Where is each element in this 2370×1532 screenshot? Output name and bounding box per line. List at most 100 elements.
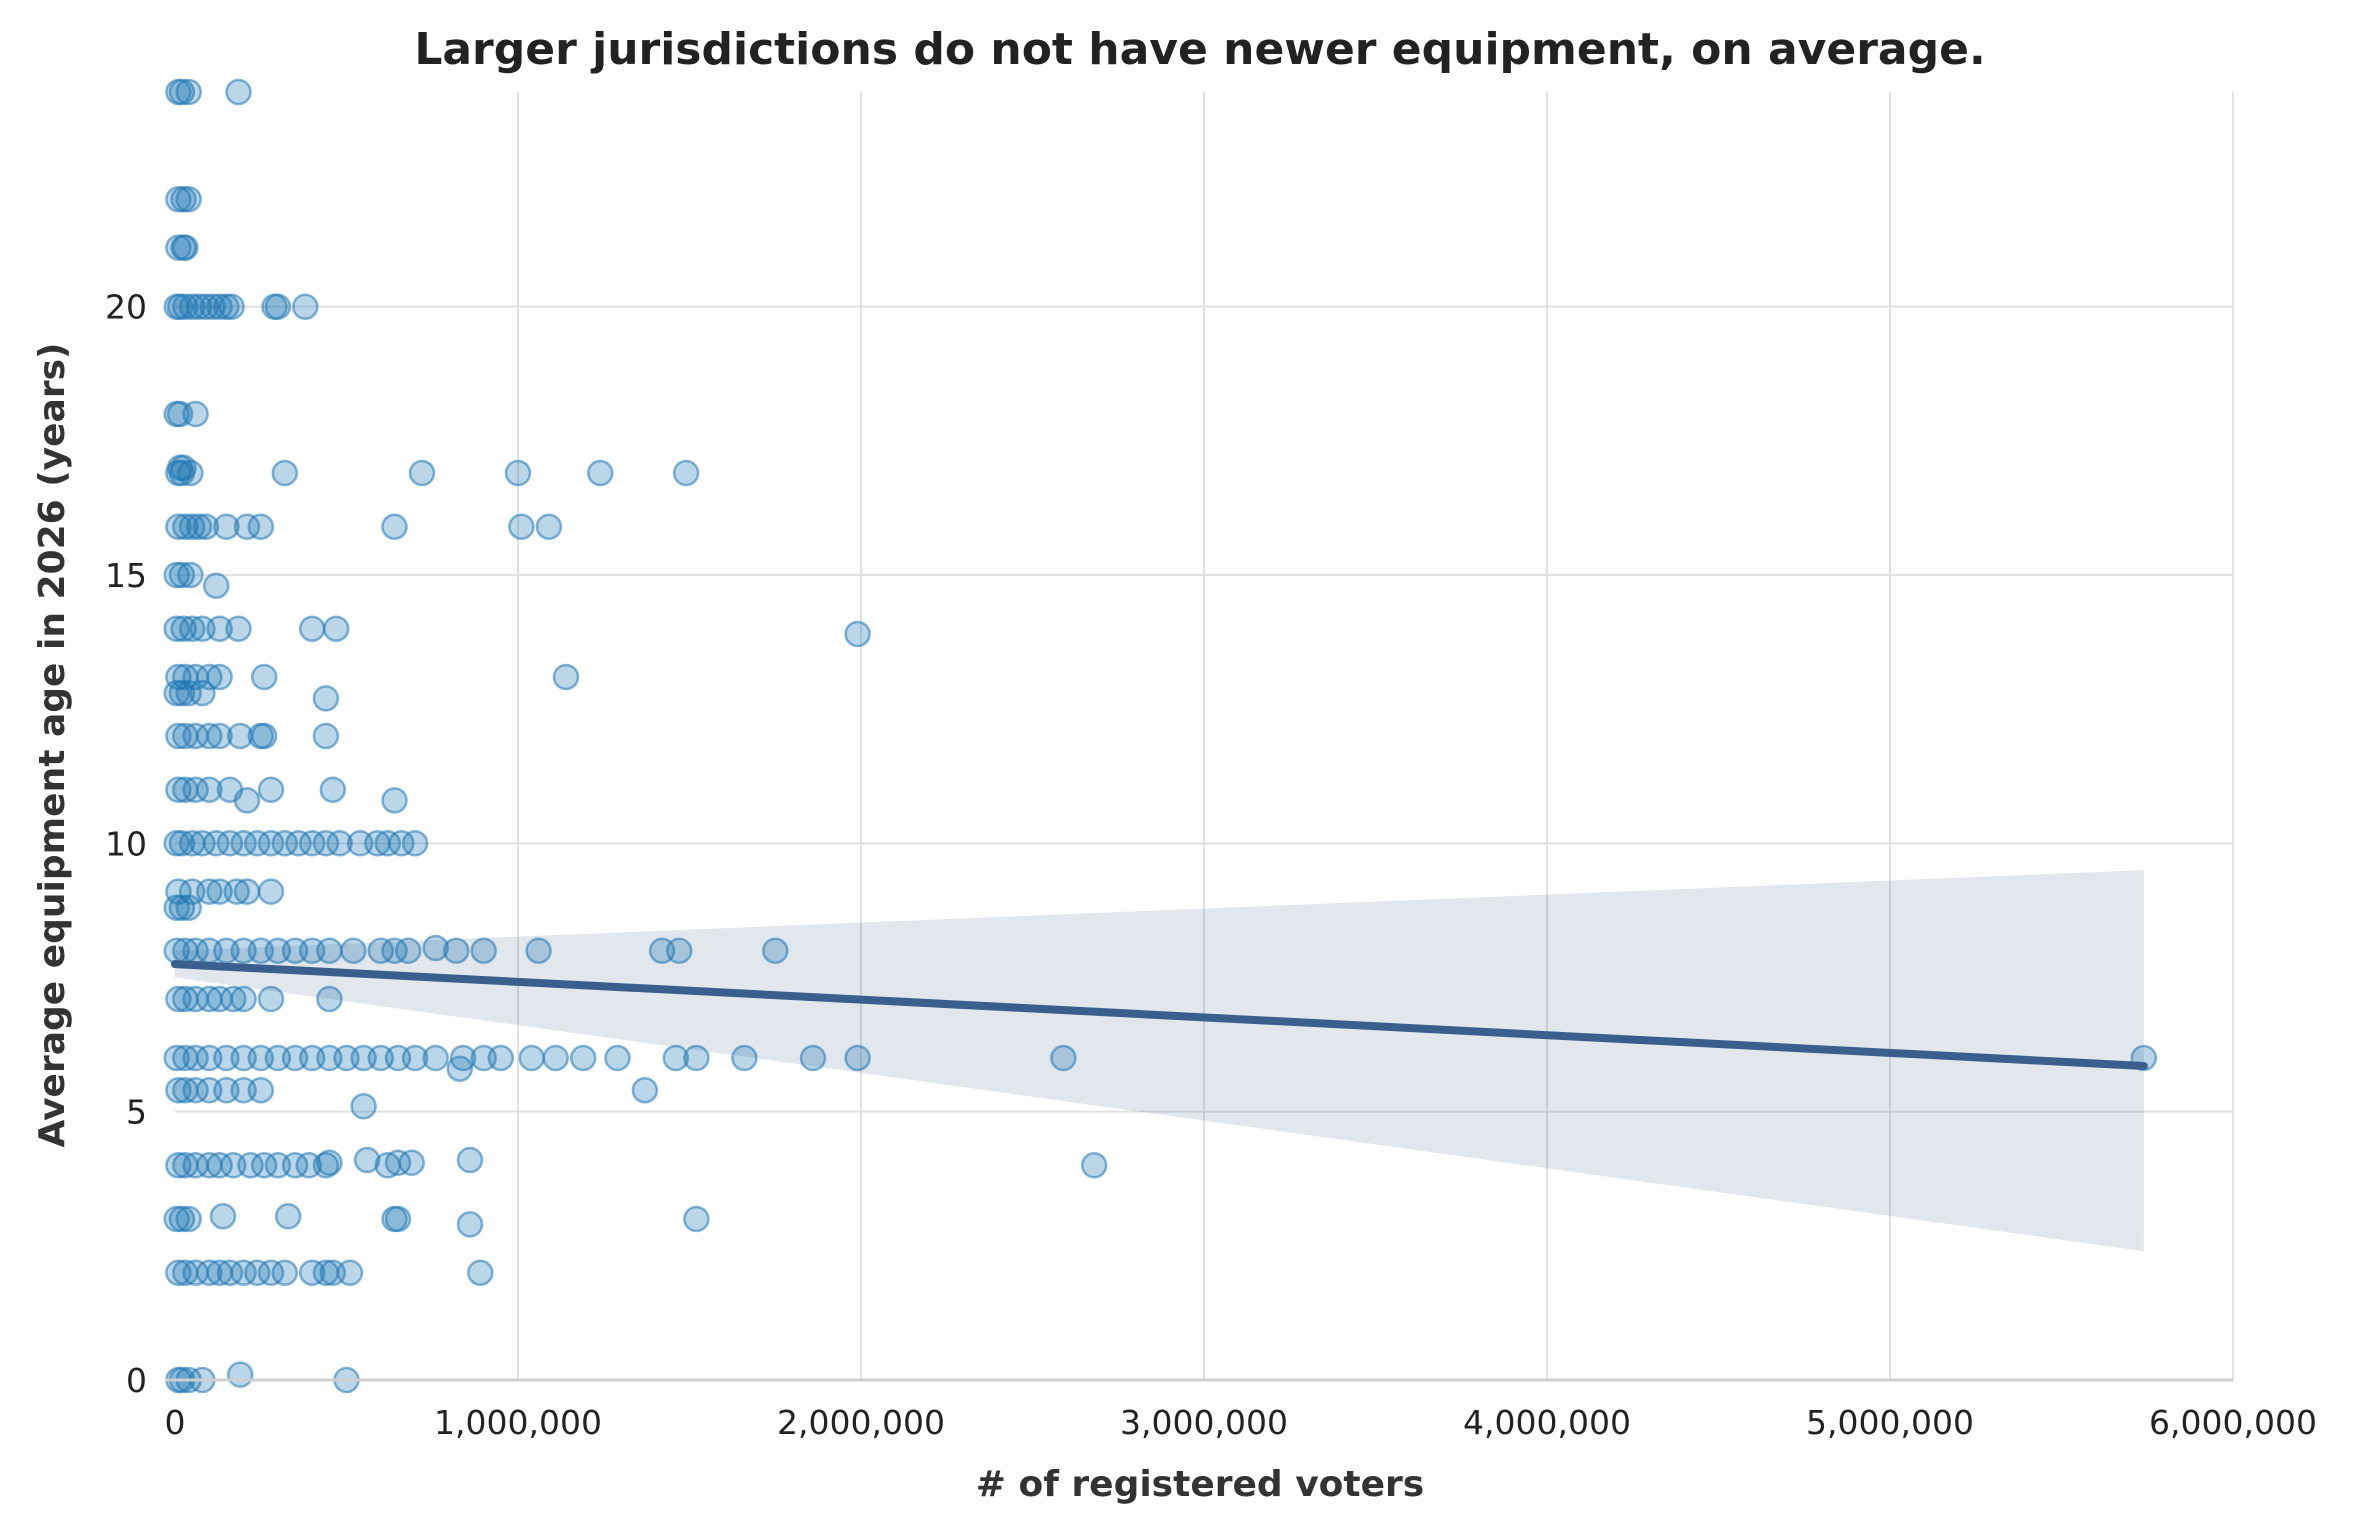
data-point <box>322 615 350 642</box>
x-tick-label: 1,000,000 <box>434 1403 602 1442</box>
data-point <box>470 937 497 964</box>
data-point <box>165 513 192 540</box>
x-tick-label: 3,000,000 <box>1120 1403 1288 1442</box>
data-point <box>247 1076 275 1104</box>
data-point <box>367 937 395 964</box>
data-points <box>163 78 2158 1394</box>
data-point <box>312 830 340 857</box>
data-point <box>213 513 240 540</box>
data-point <box>384 1205 412 1233</box>
y-axis-ticks: 0 5 10 15 20 <box>105 288 147 1400</box>
data-point <box>175 78 202 106</box>
data-point <box>233 878 261 905</box>
data-point <box>230 1259 257 1286</box>
confidence-band-layer <box>175 870 2144 1252</box>
data-point <box>271 1259 299 1286</box>
data-point <box>168 561 196 589</box>
data-point <box>422 1044 449 1072</box>
data-point <box>683 1044 710 1072</box>
data-point <box>257 985 285 1013</box>
y-tick-label: 0 <box>126 1361 147 1400</box>
data-point <box>353 1146 381 1174</box>
data-point <box>170 615 197 642</box>
data-point <box>844 1044 871 1072</box>
data-point <box>672 459 700 487</box>
data-point <box>504 459 532 487</box>
data-point <box>525 937 552 964</box>
data-point <box>247 513 275 540</box>
data-point <box>196 722 223 750</box>
x-axis-label: # of registered voters <box>976 1464 1424 1505</box>
data-point <box>298 615 326 642</box>
regression-line <box>171 960 2148 1071</box>
data-point <box>172 513 199 540</box>
data-point <box>388 830 415 857</box>
data-point <box>185 513 213 540</box>
data-point <box>350 1093 377 1120</box>
x-axis-ticks: 0 1,000,000 2,000,000 3,000,000 4,000,000 5,0… <box>165 1403 2317 1442</box>
data-point <box>319 776 347 803</box>
data-point <box>312 685 340 712</box>
y-axis-label: Average equipment age in 2026 (years) <box>32 343 73 1148</box>
data-point <box>189 830 216 857</box>
data-point <box>178 293 206 320</box>
data-point <box>244 1259 271 1286</box>
data-point <box>274 1203 302 1230</box>
data-point <box>731 1044 758 1072</box>
data-point <box>604 1044 631 1072</box>
data-point <box>225 78 252 106</box>
data-point <box>374 830 401 857</box>
data-point <box>237 1152 264 1179</box>
data-point <box>381 513 408 540</box>
data-point <box>226 1361 254 1388</box>
data-point <box>250 1152 278 1179</box>
data-point <box>799 1044 827 1072</box>
data-point <box>196 663 223 691</box>
data-point <box>326 830 353 857</box>
data-point <box>244 830 271 857</box>
data-point <box>292 293 319 320</box>
data-point <box>233 787 261 814</box>
x-tick-label: 4,000,000 <box>1463 1403 1631 1442</box>
data-point <box>401 830 429 857</box>
data-point <box>257 878 285 905</box>
data-point <box>443 937 470 964</box>
data-point <box>264 293 292 320</box>
confidence-band <box>175 870 2144 1252</box>
data-point <box>285 830 312 857</box>
data-point <box>178 615 206 642</box>
gridlines <box>175 92 2234 1380</box>
data-point <box>446 1055 473 1082</box>
y-tick-label: 15 <box>105 556 147 595</box>
data-point <box>456 1211 484 1238</box>
data-point <box>216 1259 244 1286</box>
chart-title: Larger jurisdictions do not have newer e… <box>414 24 1985 75</box>
data-point <box>384 1149 412 1176</box>
data-point <box>182 1076 209 1104</box>
data-point <box>467 1259 494 1286</box>
data-point <box>172 234 199 261</box>
x-tick-label: 0 <box>165 1403 186 1442</box>
data-point <box>1050 1044 1077 1072</box>
data-point <box>336 1259 364 1286</box>
x-tick-label: 2,000,000 <box>777 1403 945 1442</box>
data-point <box>316 937 343 964</box>
y-tick-label: 10 <box>105 824 147 863</box>
data-point <box>1080 1152 1108 1179</box>
data-point <box>587 459 614 487</box>
data-point <box>220 985 247 1013</box>
data-point <box>665 937 693 964</box>
data-point <box>168 679 196 707</box>
regression-line-layer <box>171 960 2148 1071</box>
data-point <box>168 78 196 106</box>
data-point <box>487 1044 515 1072</box>
data-point <box>206 615 233 642</box>
data-point <box>316 985 343 1013</box>
data-point <box>683 1205 710 1233</box>
data-point <box>233 513 261 540</box>
data-point <box>196 1259 223 1286</box>
data-point <box>168 830 196 857</box>
data-point <box>175 679 202 707</box>
data-point <box>298 830 326 857</box>
